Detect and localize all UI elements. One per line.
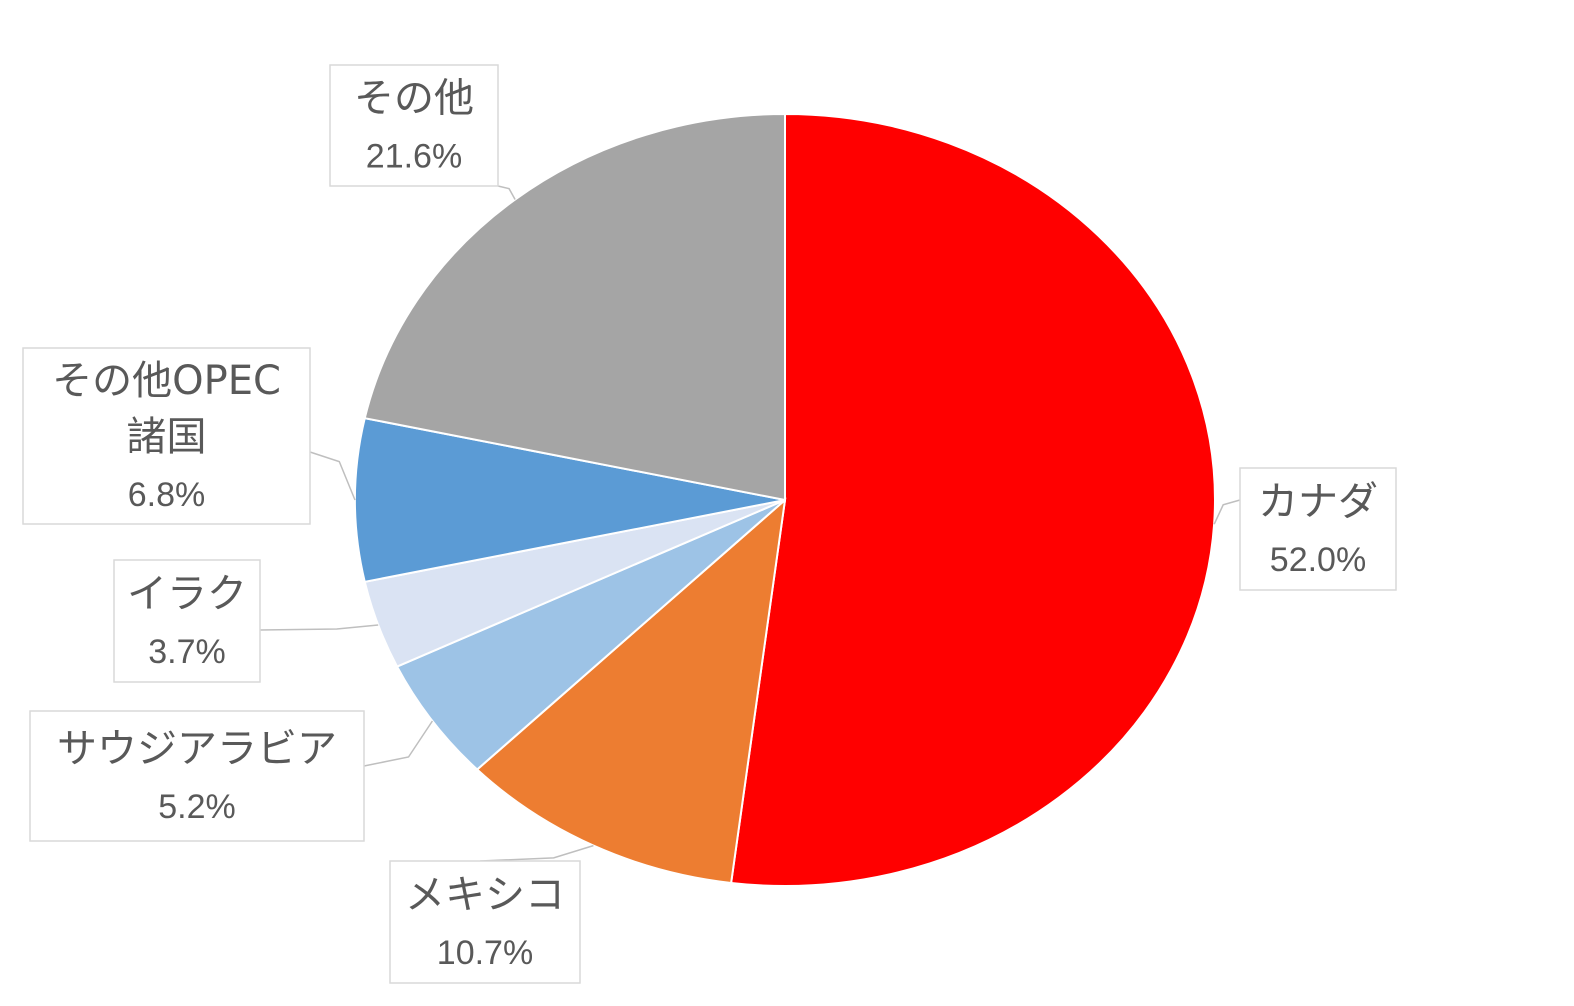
pie-slice <box>354 417 786 583</box>
leader-line <box>363 720 434 767</box>
data-label: カナダ 52.0% <box>1239 467 1397 591</box>
data-label-name: メキシコ <box>405 872 565 918</box>
data-label: その他OPEC 諸国 6.8% <box>22 347 311 525</box>
data-label-box <box>29 710 365 842</box>
data-label-box <box>113 559 261 683</box>
pie-slice <box>729 112 1216 887</box>
data-label-value: 6.8% <box>128 476 206 514</box>
data-label-name: イラク <box>127 571 247 617</box>
data-label-name: その他OPEC <box>52 358 281 404</box>
pie-slice <box>363 112 786 502</box>
leader-line <box>1213 499 1241 525</box>
data-label-value: 5.2% <box>158 788 236 826</box>
data-label-name: カナダ <box>1258 479 1378 525</box>
pie-slices <box>354 112 1216 887</box>
data-label-value: 3.7% <box>148 633 226 671</box>
data-label-value: 52.0% <box>1270 541 1366 579</box>
data-label: サウジアラビア 5.2% <box>29 710 365 842</box>
pie-slice <box>395 499 786 771</box>
data-label-box <box>1239 467 1397 591</box>
data-label-name: サウジアラビア <box>57 726 337 772</box>
data-label-name: 諸国 <box>127 414 207 460</box>
pie-slice <box>475 497 787 885</box>
leader-line <box>259 624 379 631</box>
data-label: メキシコ 10.7% <box>389 860 581 984</box>
data-label-box <box>329 64 499 187</box>
leader-lines <box>259 185 1241 862</box>
data-label-box <box>22 347 311 525</box>
data-labels: カナダ 52.0% メキシコ 10.7% サウジアラビア 5.2% イラク 3.7% その他OP… <box>22 64 1397 984</box>
data-label-name: その他 <box>354 76 474 122</box>
data-label-value: 21.6% <box>366 138 462 176</box>
leader-line <box>479 844 594 862</box>
data-label: イラク 3.7% <box>113 559 261 683</box>
data-label-value: 10.7% <box>437 934 533 972</box>
leader-line <box>309 451 356 501</box>
data-label-box <box>389 860 581 984</box>
data-label: その他 21.6% <box>329 64 499 187</box>
leader-line <box>497 185 516 200</box>
